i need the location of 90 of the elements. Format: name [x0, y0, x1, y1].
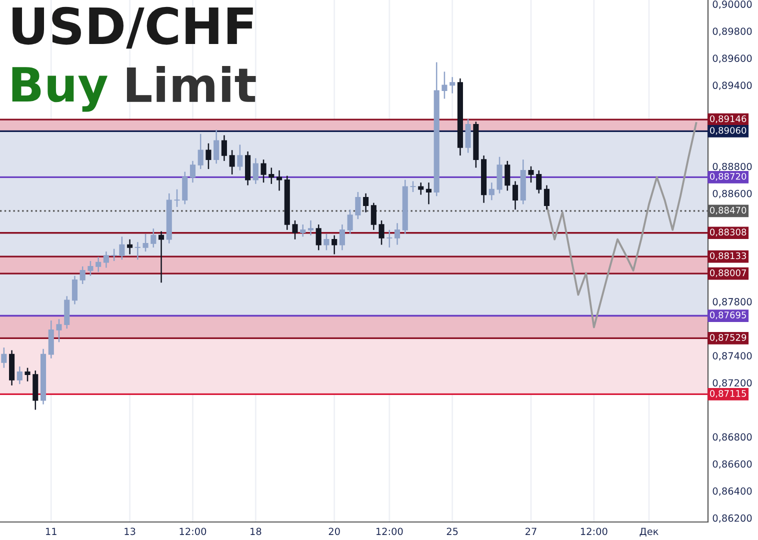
- ref-line-label: 0,87115: [710, 390, 746, 398]
- ref-line-label: 0,88470: [710, 206, 746, 215]
- y-tick-label: 0,90000: [712, 0, 752, 9]
- x-tick-label: Дек: [640, 528, 658, 536]
- x-tick-label: 13: [124, 528, 136, 536]
- candlestick: [24, 367, 30, 382]
- candlestick: [536, 170, 542, 194]
- candlestick: [56, 318, 62, 343]
- candlestick: [308, 220, 314, 236]
- candlestick: [88, 260, 94, 276]
- y-tick-label: 0,88600: [712, 190, 752, 198]
- ref-line-label: 0,87695: [710, 312, 746, 320]
- text: Buy Limit: [12, 66, 256, 112]
- candlestick: [276, 170, 282, 192]
- candlestick: [134, 241, 140, 260]
- y-tick-label: 0,86800: [712, 433, 752, 442]
- candlestick: [528, 166, 534, 184]
- x-tick-label: 25: [446, 528, 458, 536]
- candlestick: [119, 236, 125, 260]
- candlestick: [206, 142, 212, 170]
- y-tick-label: 0,89400: [712, 82, 752, 90]
- candlestick: [198, 133, 204, 170]
- candlestick: [221, 134, 227, 162]
- candlestick: [504, 160, 510, 192]
- candlestick: [229, 149, 235, 176]
- candlestick: [16, 366, 22, 385]
- candlestick: [111, 248, 117, 262]
- y-tick-label: 0,87400: [712, 352, 752, 360]
- candlestick: [418, 182, 424, 196]
- candlestick: [300, 224, 306, 238]
- y-tick-label: 0,87200: [712, 379, 752, 388]
- candlestick: [347, 208, 353, 235]
- candlestick: [394, 222, 400, 246]
- candlestick: [214, 129, 220, 164]
- ref-line-label: 0,88308: [710, 228, 746, 236]
- candlestick: [410, 180, 416, 193]
- candlestick: [386, 229, 392, 248]
- candlestick: [378, 220, 384, 246]
- candlestick: [363, 192, 369, 213]
- candlestick: [260, 158, 266, 184]
- candlestick: [324, 233, 330, 251]
- candlestick: [127, 238, 133, 255]
- candlestick: [252, 158, 258, 185]
- y-tick-label: 0,87800: [712, 298, 752, 306]
- ref-line-label: 0,88133: [710, 252, 746, 260]
- y-tick-label: 0,86200: [712, 514, 752, 523]
- candlestick: [1, 346, 7, 368]
- x-tick-label: 12:00: [580, 528, 608, 536]
- candlestick: [488, 182, 494, 201]
- candlestick: [316, 224, 322, 251]
- chart-title: USD/CHF: [12, 6, 253, 49]
- candlestick: [174, 188, 180, 208]
- x-tick-label: 12:00: [376, 528, 403, 536]
- candlestick: [237, 144, 243, 172]
- candlestick: [339, 224, 345, 251]
- candlestick: [96, 256, 102, 272]
- candlestick: [544, 184, 550, 210]
- candlestick: [442, 71, 448, 100]
- candlestick: [142, 233, 148, 252]
- candlestick: [426, 182, 432, 205]
- ref-line-label: 0,87529: [710, 334, 746, 342]
- candlestick: [332, 234, 338, 255]
- y-tick-label: 0,89800: [712, 28, 752, 36]
- candlestick: [370, 202, 376, 231]
- y-tick-label: 0,89600: [712, 54, 752, 63]
- y-tick-label: 0,86400: [712, 487, 752, 496]
- candlestick: [182, 171, 188, 205]
- candlestick: [72, 275, 78, 305]
- candlestick: [103, 250, 109, 268]
- y-tick-label: 0,88800: [712, 162, 752, 172]
- ref-line-label: 0,88007: [710, 269, 746, 278]
- y-tick-label: 0,86600: [712, 460, 752, 469]
- x-tick-label: 20: [328, 528, 340, 536]
- candlestick: [465, 118, 471, 154]
- x-tick-label: 11: [46, 528, 56, 535]
- ref-line-label: 0,88720: [710, 172, 746, 181]
- candlestick: [355, 191, 361, 220]
- candlestick: [80, 266, 86, 285]
- candlestick: [450, 76, 456, 94]
- candlestick: [150, 228, 156, 248]
- candlestick: [512, 180, 518, 210]
- candlestick: [158, 230, 164, 284]
- x-tick-label: 18: [250, 528, 262, 536]
- x-tick-label: 27: [526, 528, 536, 535]
- candlestick: [268, 167, 274, 185]
- candlestick: [292, 220, 298, 240]
- ref-line-label: 0,89060: [710, 126, 746, 135]
- candlestick: [190, 160, 196, 184]
- ref-line-label: 0,89146: [710, 115, 746, 124]
- x-tick-label: 12:00: [180, 528, 206, 536]
